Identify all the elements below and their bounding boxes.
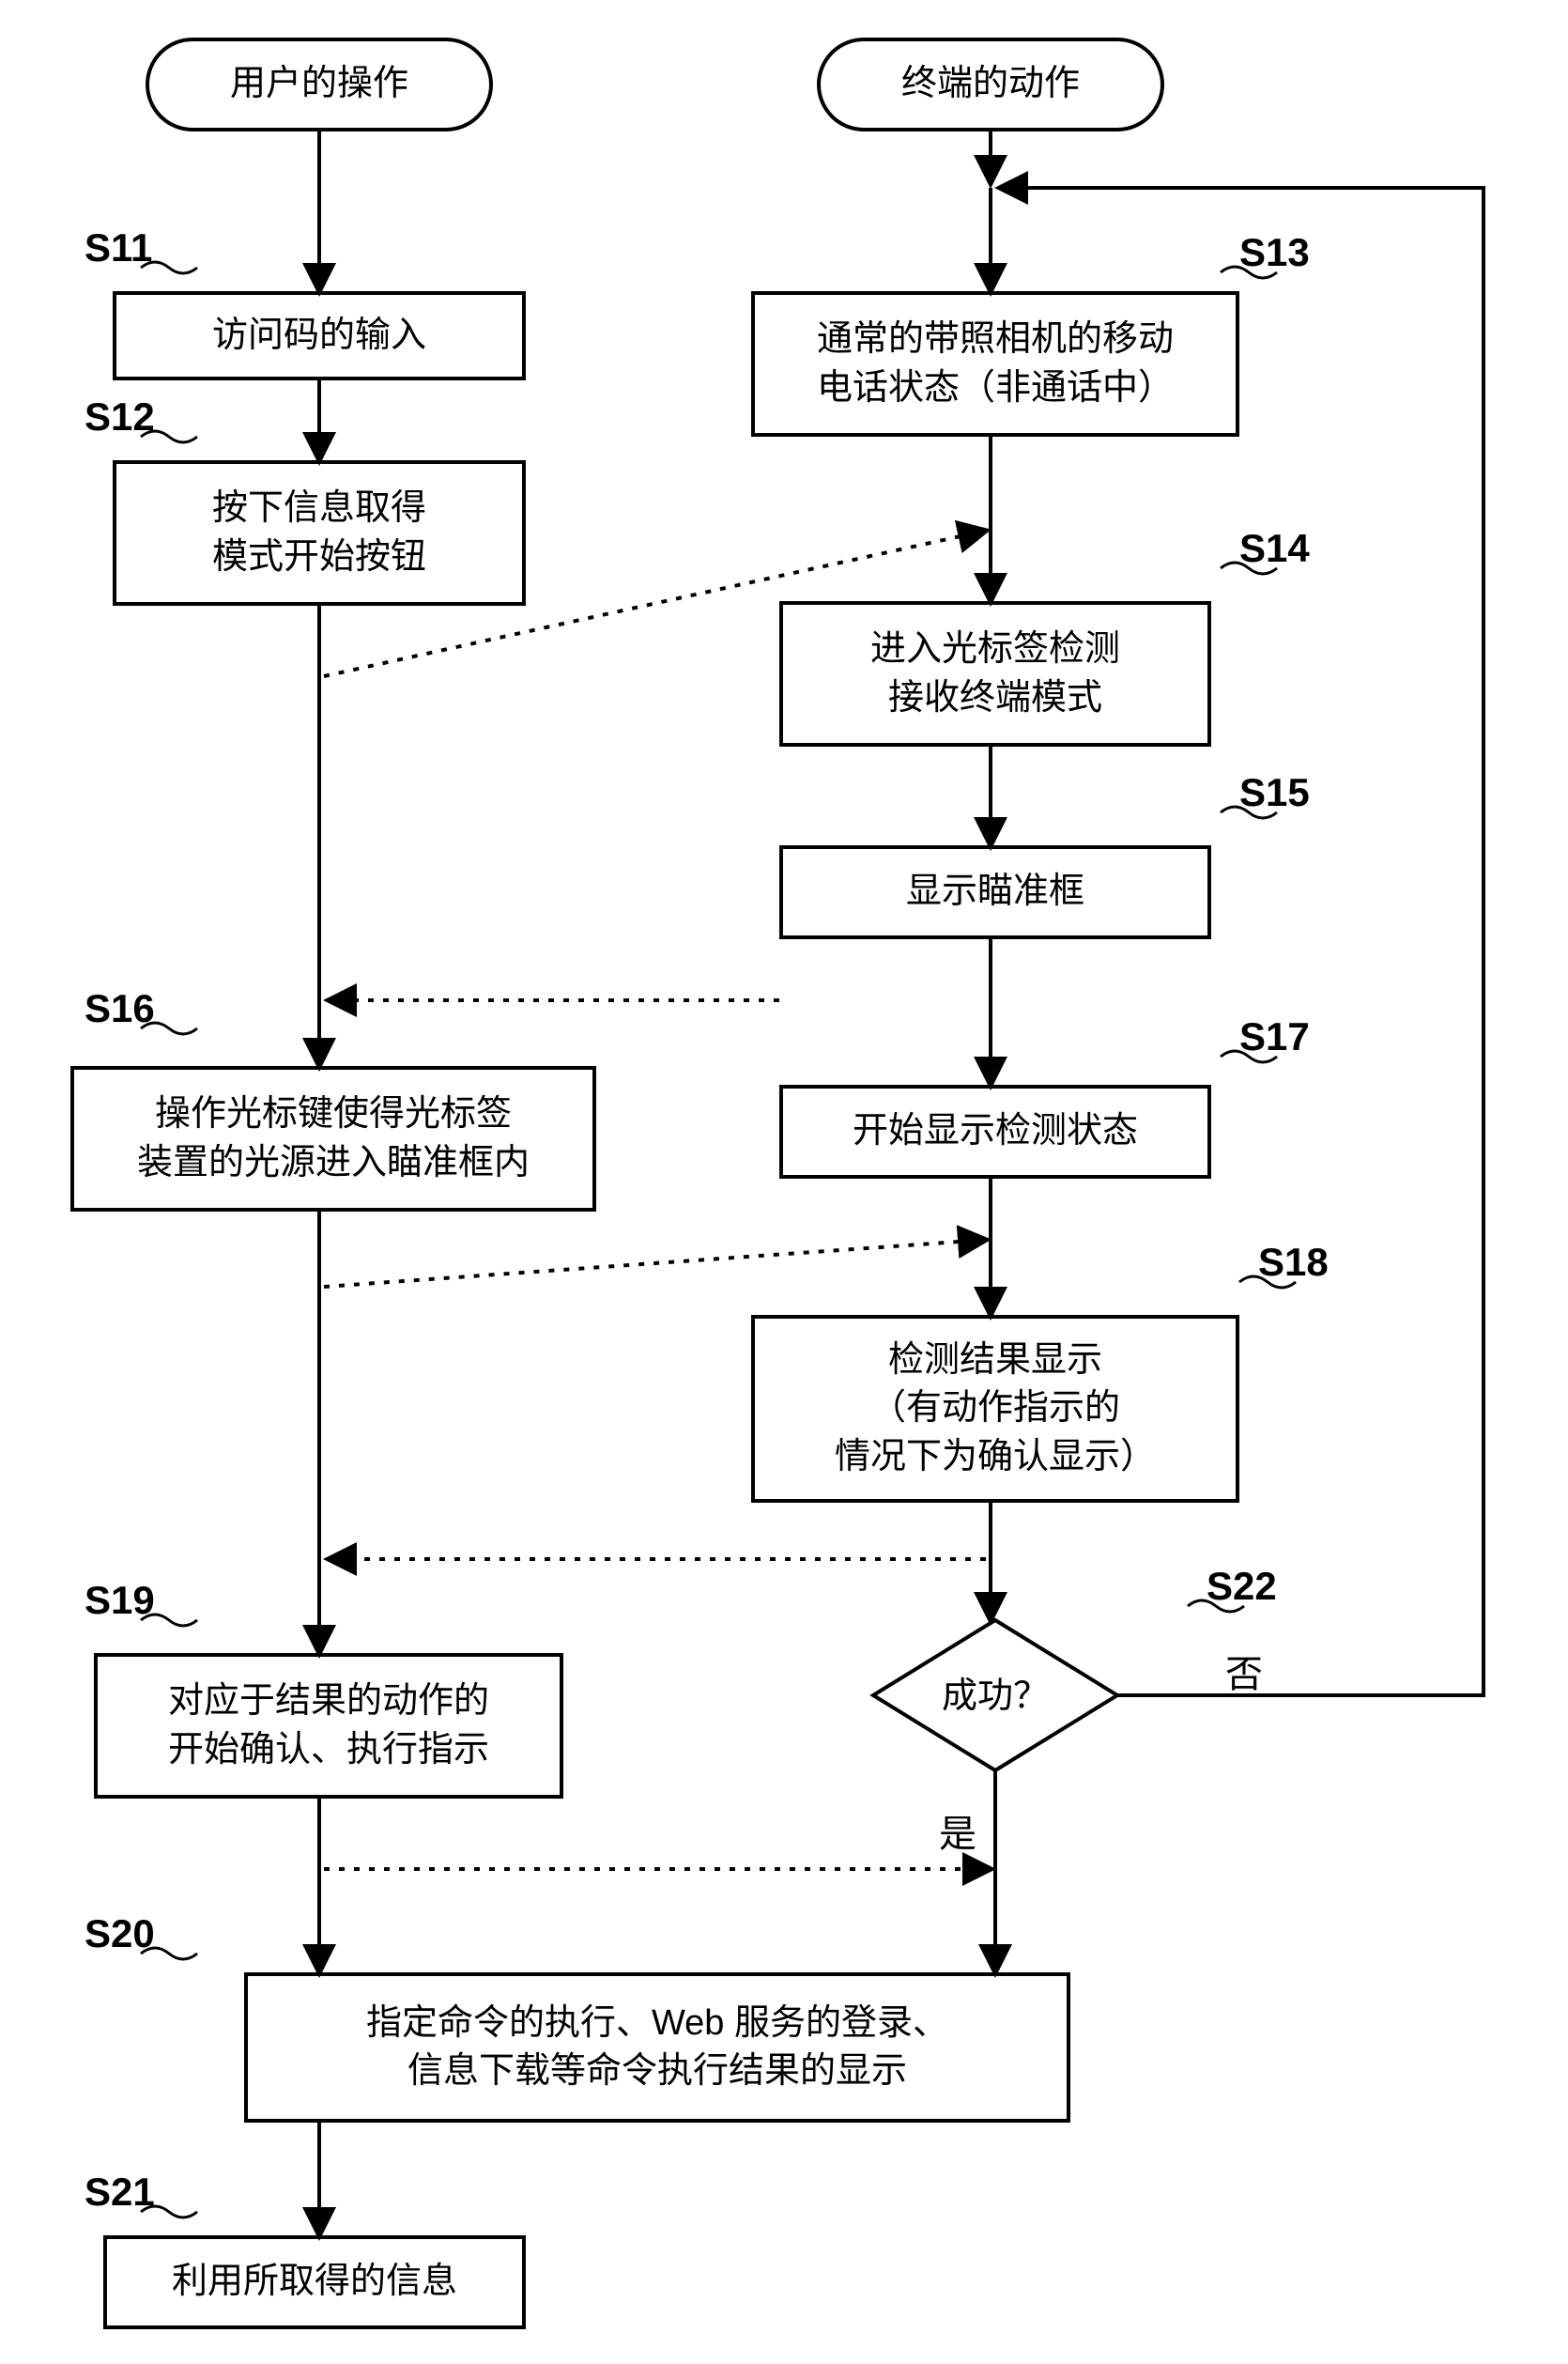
node-s20-text: 指定命令的执行、Web 服务的登录、 信息下载等命令执行结果的显示 bbox=[366, 2000, 948, 2096]
label-s16: S16 bbox=[85, 986, 155, 1031]
node-s21: 利用所取得的信息 bbox=[103, 2235, 526, 2329]
node-s20: 指定命令的执行、Web 服务的登录、 信息下载等命令执行结果的显示 bbox=[244, 1972, 1070, 2123]
decision-text: 成功？ bbox=[942, 1676, 1049, 1716]
node-s11-text: 访问码的输入 bbox=[212, 312, 426, 360]
node-s21-text: 利用所取得的信息 bbox=[172, 2258, 457, 2306]
node-s19-text: 对应于结果的动作的 开始确认、执行指示 bbox=[168, 1677, 489, 1774]
label-s12: S12 bbox=[85, 394, 155, 440]
header-terminal-text: 终端的动作 bbox=[901, 60, 1080, 108]
label-s22: S22 bbox=[1207, 1564, 1277, 1609]
decision-yes: 是 bbox=[939, 1803, 976, 1858]
label-s13: S13 bbox=[1239, 230, 1310, 275]
node-s17-text: 开始显示检测状态 bbox=[853, 1107, 1138, 1155]
node-s18-text: 检测结果显示 （有动作指示的 情况下为确认显示） bbox=[835, 1337, 1156, 1481]
node-s11: 访问码的输入 bbox=[113, 291, 526, 380]
label-s20: S20 bbox=[85, 1911, 155, 1956]
node-s16: 操作光标键使得光标签 装置的光源进入瞄准框内 bbox=[70, 1066, 596, 1212]
node-s15-text: 显示瞄准框 bbox=[906, 868, 1084, 916]
node-s19: 对应于结果的动作的 开始确认、执行指示 bbox=[94, 1653, 563, 1799]
node-s18: 检测结果显示 （有动作指示的 情况下为确认显示） bbox=[751, 1315, 1239, 1503]
node-s17: 开始显示检测状态 bbox=[779, 1085, 1211, 1179]
node-s13: 通常的带照相机的移动 电话状态（非通话中） bbox=[751, 291, 1239, 437]
header-terminal: 终端的动作 bbox=[817, 38, 1164, 131]
node-s12: 按下信息取得 模式开始按钮 bbox=[113, 460, 526, 606]
node-s14-text: 进入光标签检测 接收终端模式 bbox=[870, 626, 1120, 722]
node-s16-text: 操作光标键使得光标签 装置的光源进入瞄准框内 bbox=[137, 1090, 530, 1187]
node-s14: 进入光标签检测 接收终端模式 bbox=[779, 601, 1211, 747]
label-s17: S17 bbox=[1239, 1014, 1310, 1059]
flowchart-canvas: 用户的操作 终端的动作 访问码的输入 按下信息取得 模式开始按钮 通常的带照相机… bbox=[0, 0, 1568, 2364]
label-s18: S18 bbox=[1258, 1240, 1329, 1285]
node-s15: 显示瞄准框 bbox=[779, 845, 1211, 939]
label-s14: S14 bbox=[1239, 526, 1310, 571]
header-user: 用户的操作 bbox=[146, 38, 493, 131]
label-s21: S21 bbox=[85, 2170, 155, 2215]
decision-no: 否 bbox=[1225, 1644, 1263, 1698]
node-s12-text: 按下信息取得 模式开始按钮 bbox=[212, 485, 426, 581]
node-s13-text: 通常的带照相机的移动 电话状态（非通话中） bbox=[817, 316, 1174, 412]
label-s11: S11 bbox=[85, 225, 152, 270]
label-s19: S19 bbox=[85, 1578, 155, 1623]
label-s15: S15 bbox=[1239, 770, 1310, 815]
header-user-text: 用户的操作 bbox=[230, 60, 408, 108]
